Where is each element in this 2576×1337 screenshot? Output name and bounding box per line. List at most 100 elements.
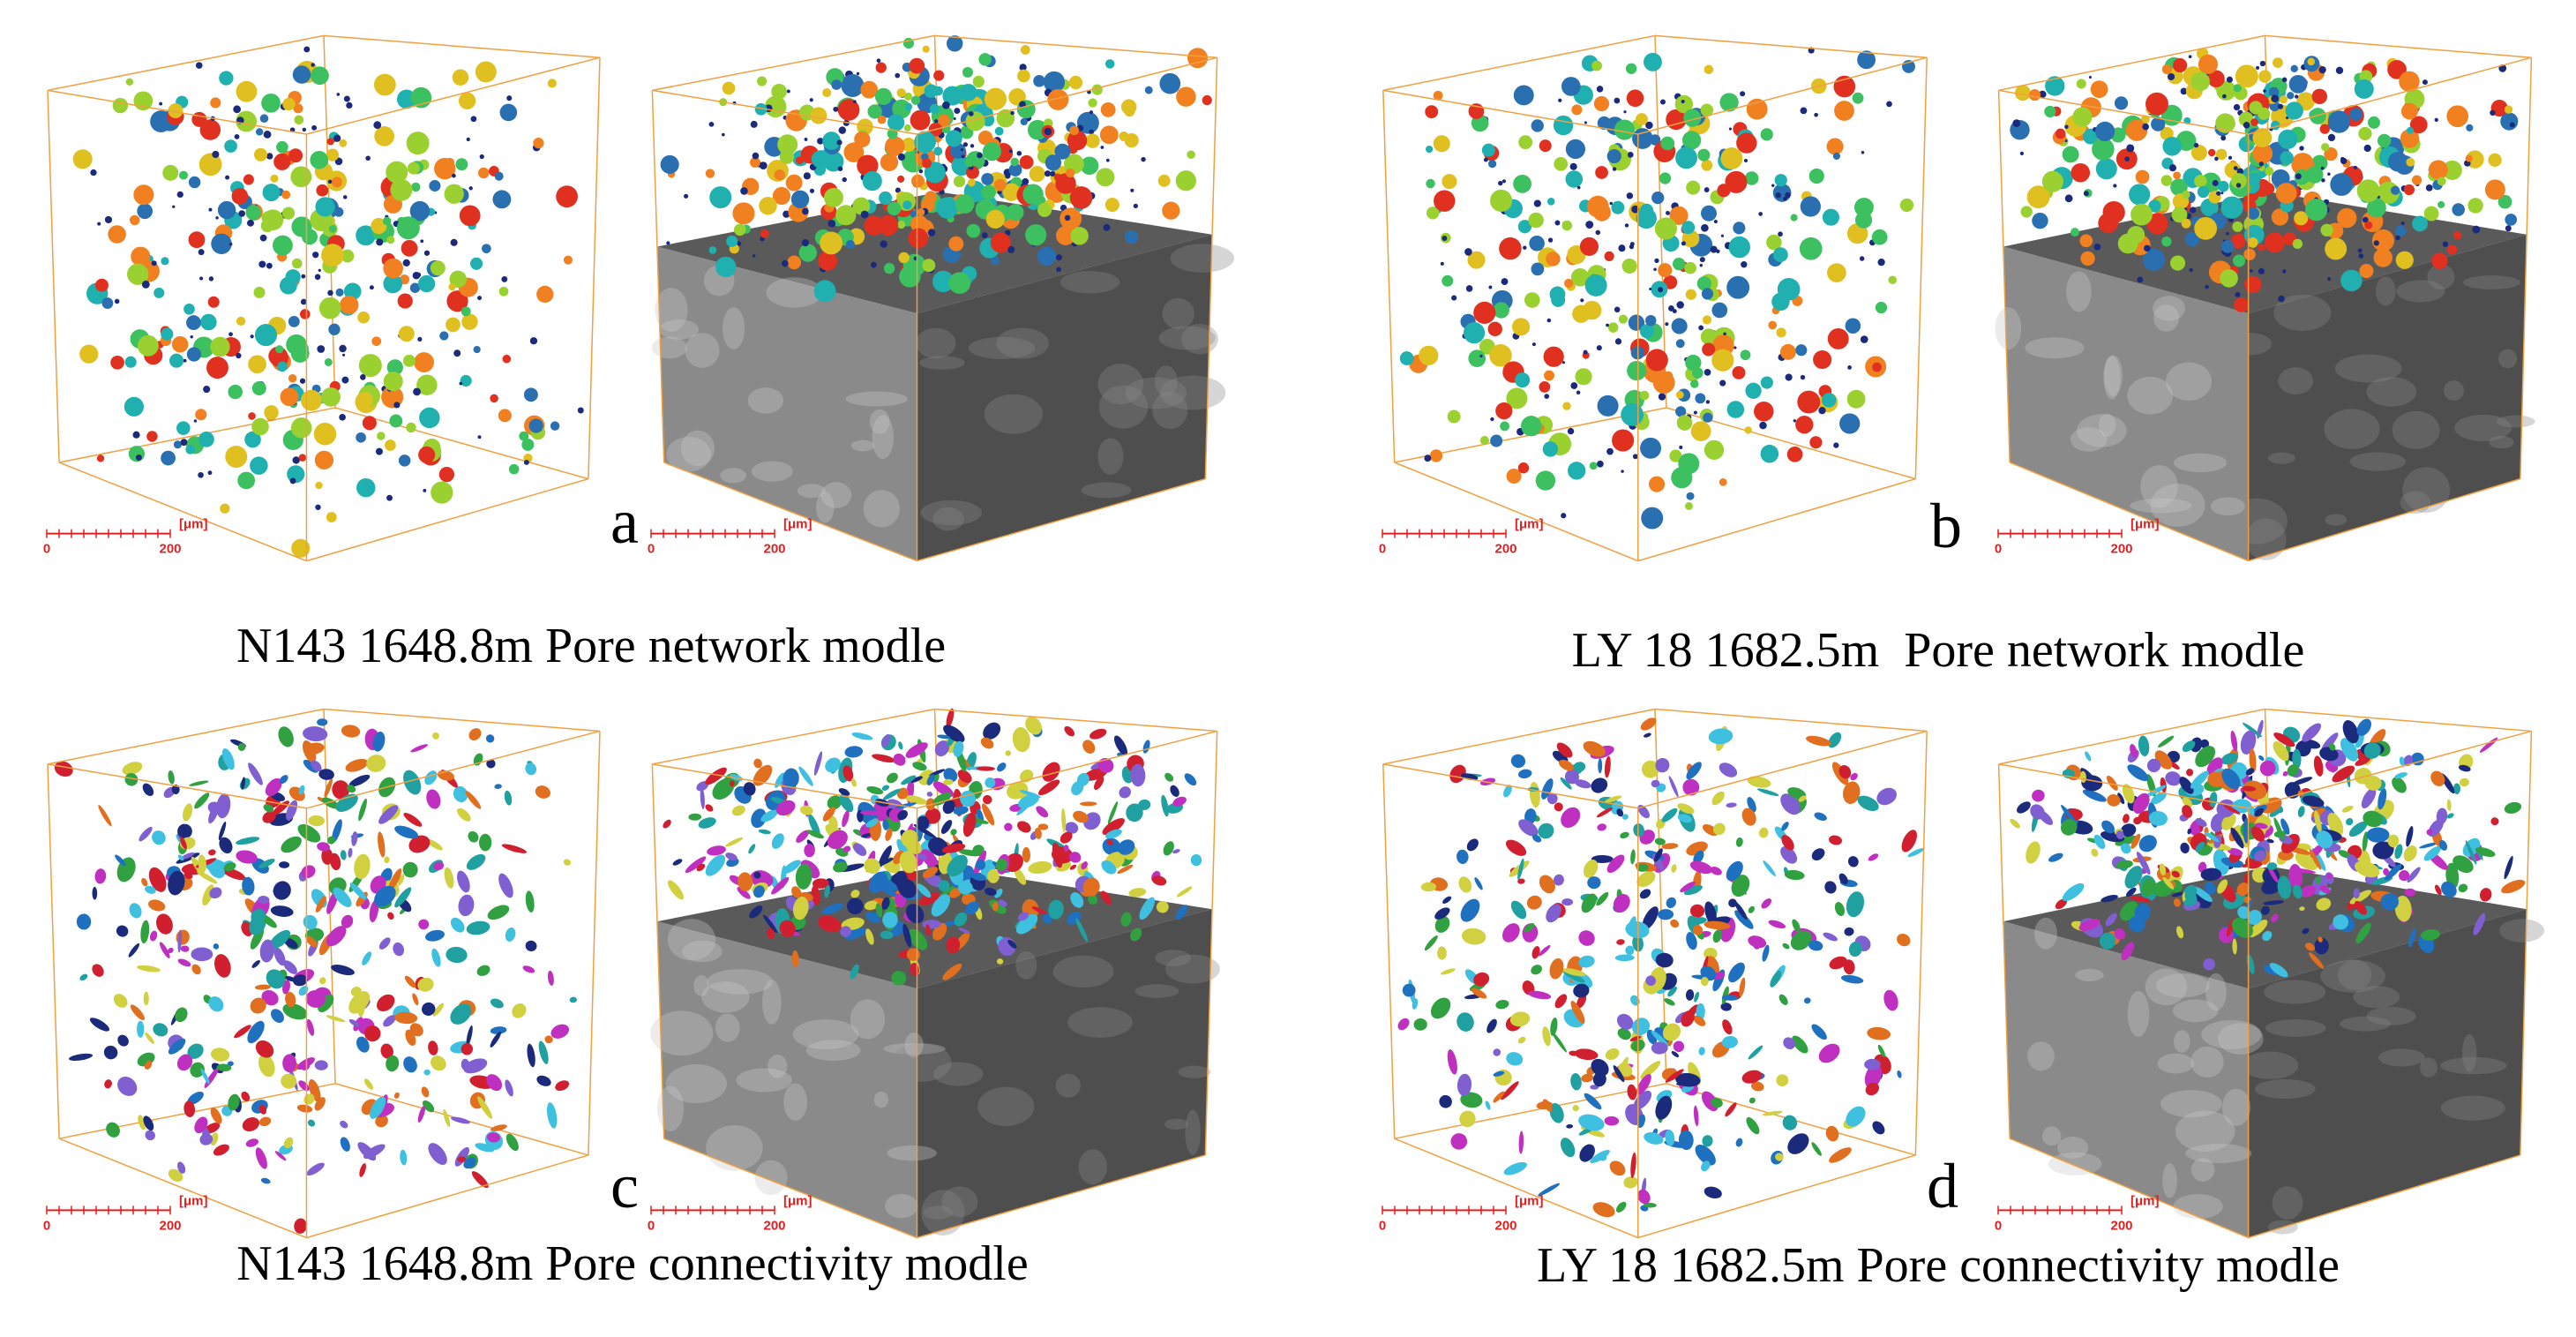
pore-sphere [1779, 343, 1796, 360]
pore-sphere [2019, 151, 2025, 156]
rock-texture [2265, 1019, 2326, 1037]
pore-cluster [1554, 994, 1568, 1009]
rock-texture [2103, 355, 2123, 396]
pore-sphere [262, 209, 284, 231]
pore-cluster [2287, 763, 2299, 777]
pore-cluster [833, 861, 848, 873]
pore-cluster [269, 929, 291, 950]
pore-sphere [2505, 225, 2512, 232]
pore-cluster [1666, 897, 1676, 908]
pore-cluster [983, 722, 1001, 740]
pore-cluster [98, 805, 112, 827]
rock-texture [941, 1186, 978, 1218]
pore-cluster [1712, 822, 1726, 836]
pore-cluster [1560, 777, 1572, 790]
pore-sphere [2292, 238, 2303, 250]
pore-sphere [2505, 214, 2518, 226]
pore-cluster [1642, 906, 1659, 930]
pore-sphere [2340, 157, 2348, 165]
pore-cluster [1460, 898, 1480, 922]
scale-start: 0 [1379, 1218, 1386, 1233]
pore-cluster [792, 896, 809, 920]
pore-sphere [251, 417, 269, 436]
pore-cluster [208, 849, 216, 856]
pore-sphere [104, 215, 113, 224]
pore-cluster [1775, 1153, 1784, 1161]
pore-sphere [1053, 173, 1062, 181]
pore-sphere [1626, 192, 1634, 199]
pore-cluster [177, 823, 192, 839]
pore-cluster [318, 994, 334, 1012]
pore-cluster [1780, 793, 1801, 815]
pore-sphere [72, 149, 93, 169]
pore-sphere [1506, 387, 1528, 409]
pore-cluster [2255, 822, 2268, 830]
pore-sphere [2252, 128, 2273, 147]
pore-cluster [1618, 1063, 1633, 1078]
pore-sphere [841, 73, 865, 97]
pore-sphere [1699, 257, 1705, 263]
pore-sphere [1673, 257, 1686, 271]
pore-cluster [985, 887, 997, 896]
pore-sphere [1060, 207, 1082, 230]
pore-sphere [801, 239, 810, 247]
pore-sphere [2250, 269, 2253, 273]
pore-cluster [1613, 893, 1630, 913]
pore-sphere [324, 357, 333, 366]
pore-sphere [383, 372, 403, 392]
pore-sphere [1544, 394, 1550, 399]
pore-cluster [2148, 811, 2168, 826]
pore-sphere [2399, 71, 2420, 93]
pore-sphere [1546, 252, 1561, 267]
pore-sphere [318, 297, 341, 319]
pore-cluster [274, 1151, 287, 1161]
pore-cluster [2136, 852, 2151, 875]
pore-cluster [1503, 1161, 1527, 1176]
pore-sphere [1010, 110, 1015, 116]
pore-cluster [904, 795, 927, 805]
pore-sphere [2181, 218, 2191, 229]
pore-cluster [1665, 1069, 1684, 1083]
pore-cluster [932, 772, 940, 783]
pore-sphere [1695, 393, 1706, 404]
pore-cluster [882, 788, 901, 800]
pore-sphere [371, 336, 382, 347]
pore-cluster [2269, 963, 2288, 978]
pore-sphere [1716, 249, 1720, 254]
pore-sphere [2124, 156, 2130, 161]
pore-sphere [1175, 170, 1196, 192]
pore-sphere [482, 244, 491, 254]
pore-sphere [1563, 278, 1574, 289]
pore-cluster [2093, 834, 2106, 850]
pore-cluster [375, 1115, 388, 1128]
pore-cluster [878, 886, 902, 899]
cube-edge [1382, 763, 1638, 809]
pore-sphere [1704, 187, 1710, 192]
pore-cluster [1842, 781, 1861, 805]
pore-sphere [498, 409, 512, 423]
pore-sphere [419, 407, 440, 429]
pore-cluster [1591, 1058, 1609, 1077]
pore-cluster [251, 959, 260, 968]
pore-sphere [1512, 318, 1531, 336]
pore-sphere [876, 58, 881, 64]
pore-cluster [1897, 933, 1911, 947]
rock-texture [805, 1040, 861, 1062]
pore-cluster [1538, 1183, 1561, 1197]
pore-cluster [443, 1109, 451, 1128]
pore-cluster [970, 873, 986, 881]
pore-sphere [2434, 117, 2438, 123]
pore-cluster [461, 1043, 474, 1055]
pore-sphere [752, 152, 760, 160]
pore-sphere [1704, 439, 1725, 460]
rock-texture [920, 499, 982, 526]
pore-sphere [234, 134, 240, 139]
rock-texture [2041, 1126, 2062, 1146]
pore-sphere [942, 101, 950, 109]
pore-sphere [407, 161, 420, 175]
pore-cluster [288, 786, 305, 801]
pore-sphere [523, 459, 529, 465]
pore-cluster [1531, 965, 1542, 975]
pore-sphere [302, 127, 307, 132]
pore-sphere [1827, 263, 1846, 282]
